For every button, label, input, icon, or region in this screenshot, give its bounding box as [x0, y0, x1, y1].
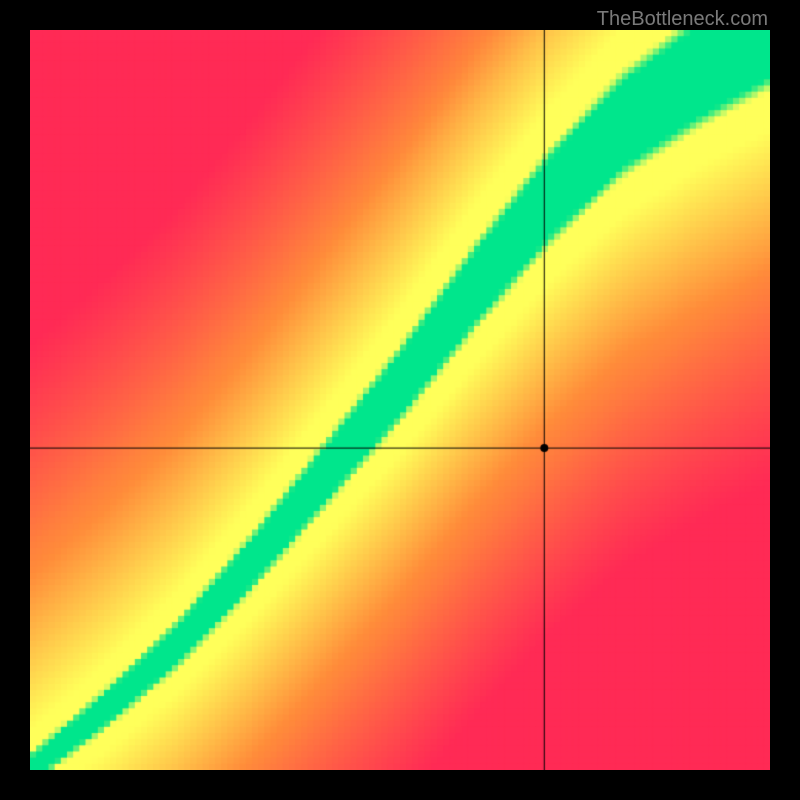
heatmap-chart: [30, 30, 770, 770]
heatmap-canvas: [30, 30, 770, 770]
watermark-text: TheBottleneck.com: [597, 8, 768, 31]
